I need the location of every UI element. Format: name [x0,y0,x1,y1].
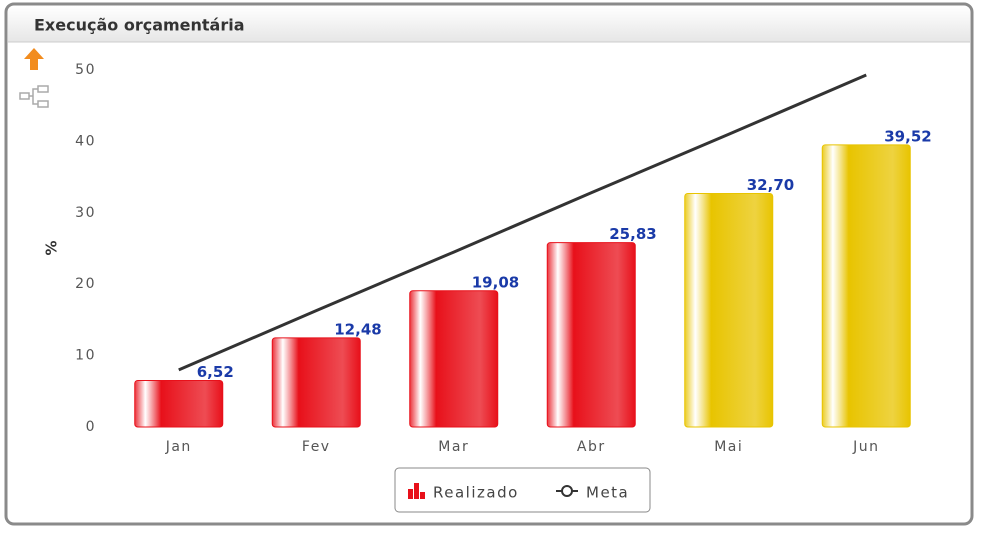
y-tick-label: 10 [75,348,96,364]
data-label: 19,08 [472,273,519,291]
y-axis-label: % [43,240,61,255]
hierarchy-icon[interactable] [19,85,49,108]
legend-label: Meta [586,484,629,502]
panel-header [8,6,970,42]
bar [684,193,774,428]
bar [546,242,636,428]
x-tick-label: Fev [302,439,331,455]
bar [821,144,911,428]
legend [394,467,651,513]
y-tick-label: 40 [75,133,96,149]
legend-swatch [414,483,419,499]
x-tick-label: Mar [438,439,469,455]
line [178,73,867,372]
legend-swatch [561,485,573,497]
x-tick-label: Abr [577,439,606,455]
legend-label: Realizado [433,484,519,502]
x-tick-label: Mai [714,439,743,455]
y-tick-label: 0 [86,419,96,435]
x-tick-label: Jun [852,439,879,455]
x-tick-label: Jan [165,439,192,455]
data-label: 25,83 [609,225,656,243]
data-label: 6,52 [197,363,234,381]
data-label: 32,70 [747,176,794,194]
bar [271,337,361,428]
y-tick-label: 30 [75,205,96,221]
y-tick-label: 50 [75,62,96,78]
legend-swatch [420,492,425,499]
bar [134,379,224,428]
bar [409,290,499,428]
y-tick-label: 20 [75,276,96,292]
panel-title: Execução orçamentária [34,16,245,35]
data-label: 12,48 [334,320,381,338]
data-label: 39,52 [884,127,931,145]
up-arrow-icon[interactable] [24,48,44,70]
legend-swatch [408,489,413,499]
